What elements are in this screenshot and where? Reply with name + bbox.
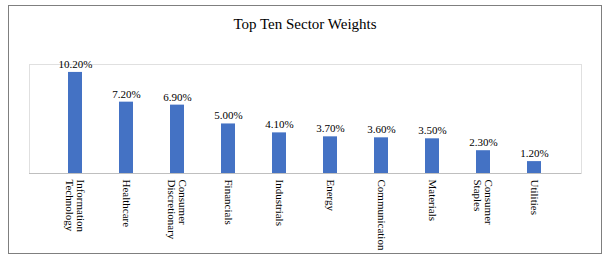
svg-text:1.20%: 1.20%	[520, 147, 548, 159]
svg-text:Financials: Financials	[223, 180, 235, 225]
svg-text:ConsumerDiscretionary: ConsumerDiscretionary	[166, 180, 189, 240]
svg-text:Materials: Materials	[427, 180, 439, 222]
svg-text:Industrials: Industrials	[274, 180, 286, 226]
svg-text:Energy: Energy	[325, 180, 337, 212]
svg-text:2.30%: 2.30%	[469, 136, 497, 148]
svg-text:Utilities: Utilities	[529, 180, 541, 215]
svg-text:10.20%: 10.20%	[59, 58, 93, 70]
svg-text:3.60%: 3.60%	[367, 123, 395, 135]
html-text:Top Ten Sector Weights: Top Ten Sector Weights	[233, 16, 377, 32]
svg-text:7.20%: 7.20%	[112, 88, 140, 100]
svg-text:InformationTechnology: InformationTechnology	[64, 180, 87, 233]
svg-text:Communication: Communication	[376, 180, 388, 251]
svg-text:6.90%: 6.90%	[163, 91, 191, 103]
svg-text:3.50%: 3.50%	[418, 124, 446, 136]
svg-text:ConsumerStaples: ConsumerStaples	[472, 180, 495, 226]
svg-text:5.00%: 5.00%	[214, 109, 242, 121]
svg-text:4.10%: 4.10%	[265, 118, 293, 130]
svg-text:Healthcare: Healthcare	[121, 180, 133, 228]
svg-text:3.70%: 3.70%	[316, 122, 344, 134]
